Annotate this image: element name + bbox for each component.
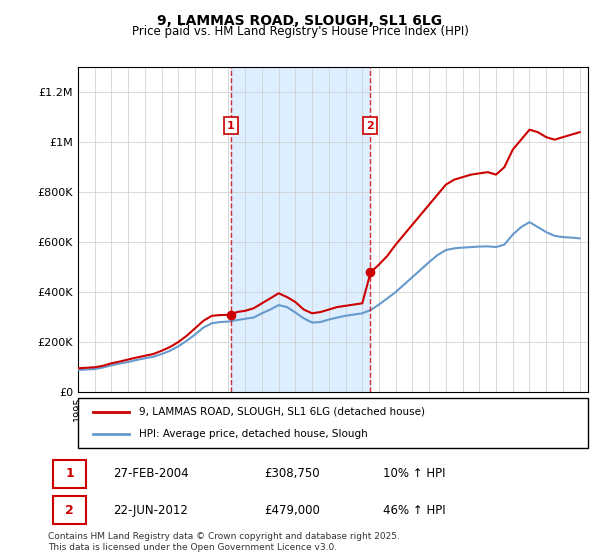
Text: Price paid vs. HM Land Registry's House Price Index (HPI): Price paid vs. HM Land Registry's House … <box>131 25 469 38</box>
FancyBboxPatch shape <box>78 398 588 448</box>
Text: HPI: Average price, detached house, Slough: HPI: Average price, detached house, Slou… <box>139 429 368 439</box>
Text: 9, LAMMAS ROAD, SLOUGH, SL1 6LG: 9, LAMMAS ROAD, SLOUGH, SL1 6LG <box>157 14 443 28</box>
Text: 1: 1 <box>65 468 74 480</box>
Text: 2: 2 <box>65 504 74 517</box>
Text: 22-JUN-2012: 22-JUN-2012 <box>113 504 188 517</box>
Text: £308,750: £308,750 <box>264 468 320 480</box>
Text: £479,000: £479,000 <box>264 504 320 517</box>
Text: 27-FEB-2004: 27-FEB-2004 <box>113 468 188 480</box>
Text: 9, LAMMAS ROAD, SLOUGH, SL1 6LG (detached house): 9, LAMMAS ROAD, SLOUGH, SL1 6LG (detache… <box>139 407 425 417</box>
Bar <box>231 67 370 392</box>
Text: 10% ↑ HPI: 10% ↑ HPI <box>383 468 445 480</box>
Text: 46% ↑ HPI: 46% ↑ HPI <box>383 504 445 517</box>
FancyBboxPatch shape <box>53 497 86 524</box>
Text: 2: 2 <box>366 120 374 130</box>
Text: 1: 1 <box>227 120 235 130</box>
FancyBboxPatch shape <box>53 460 86 488</box>
Text: Contains HM Land Registry data © Crown copyright and database right 2025.
This d: Contains HM Land Registry data © Crown c… <box>48 532 400 552</box>
